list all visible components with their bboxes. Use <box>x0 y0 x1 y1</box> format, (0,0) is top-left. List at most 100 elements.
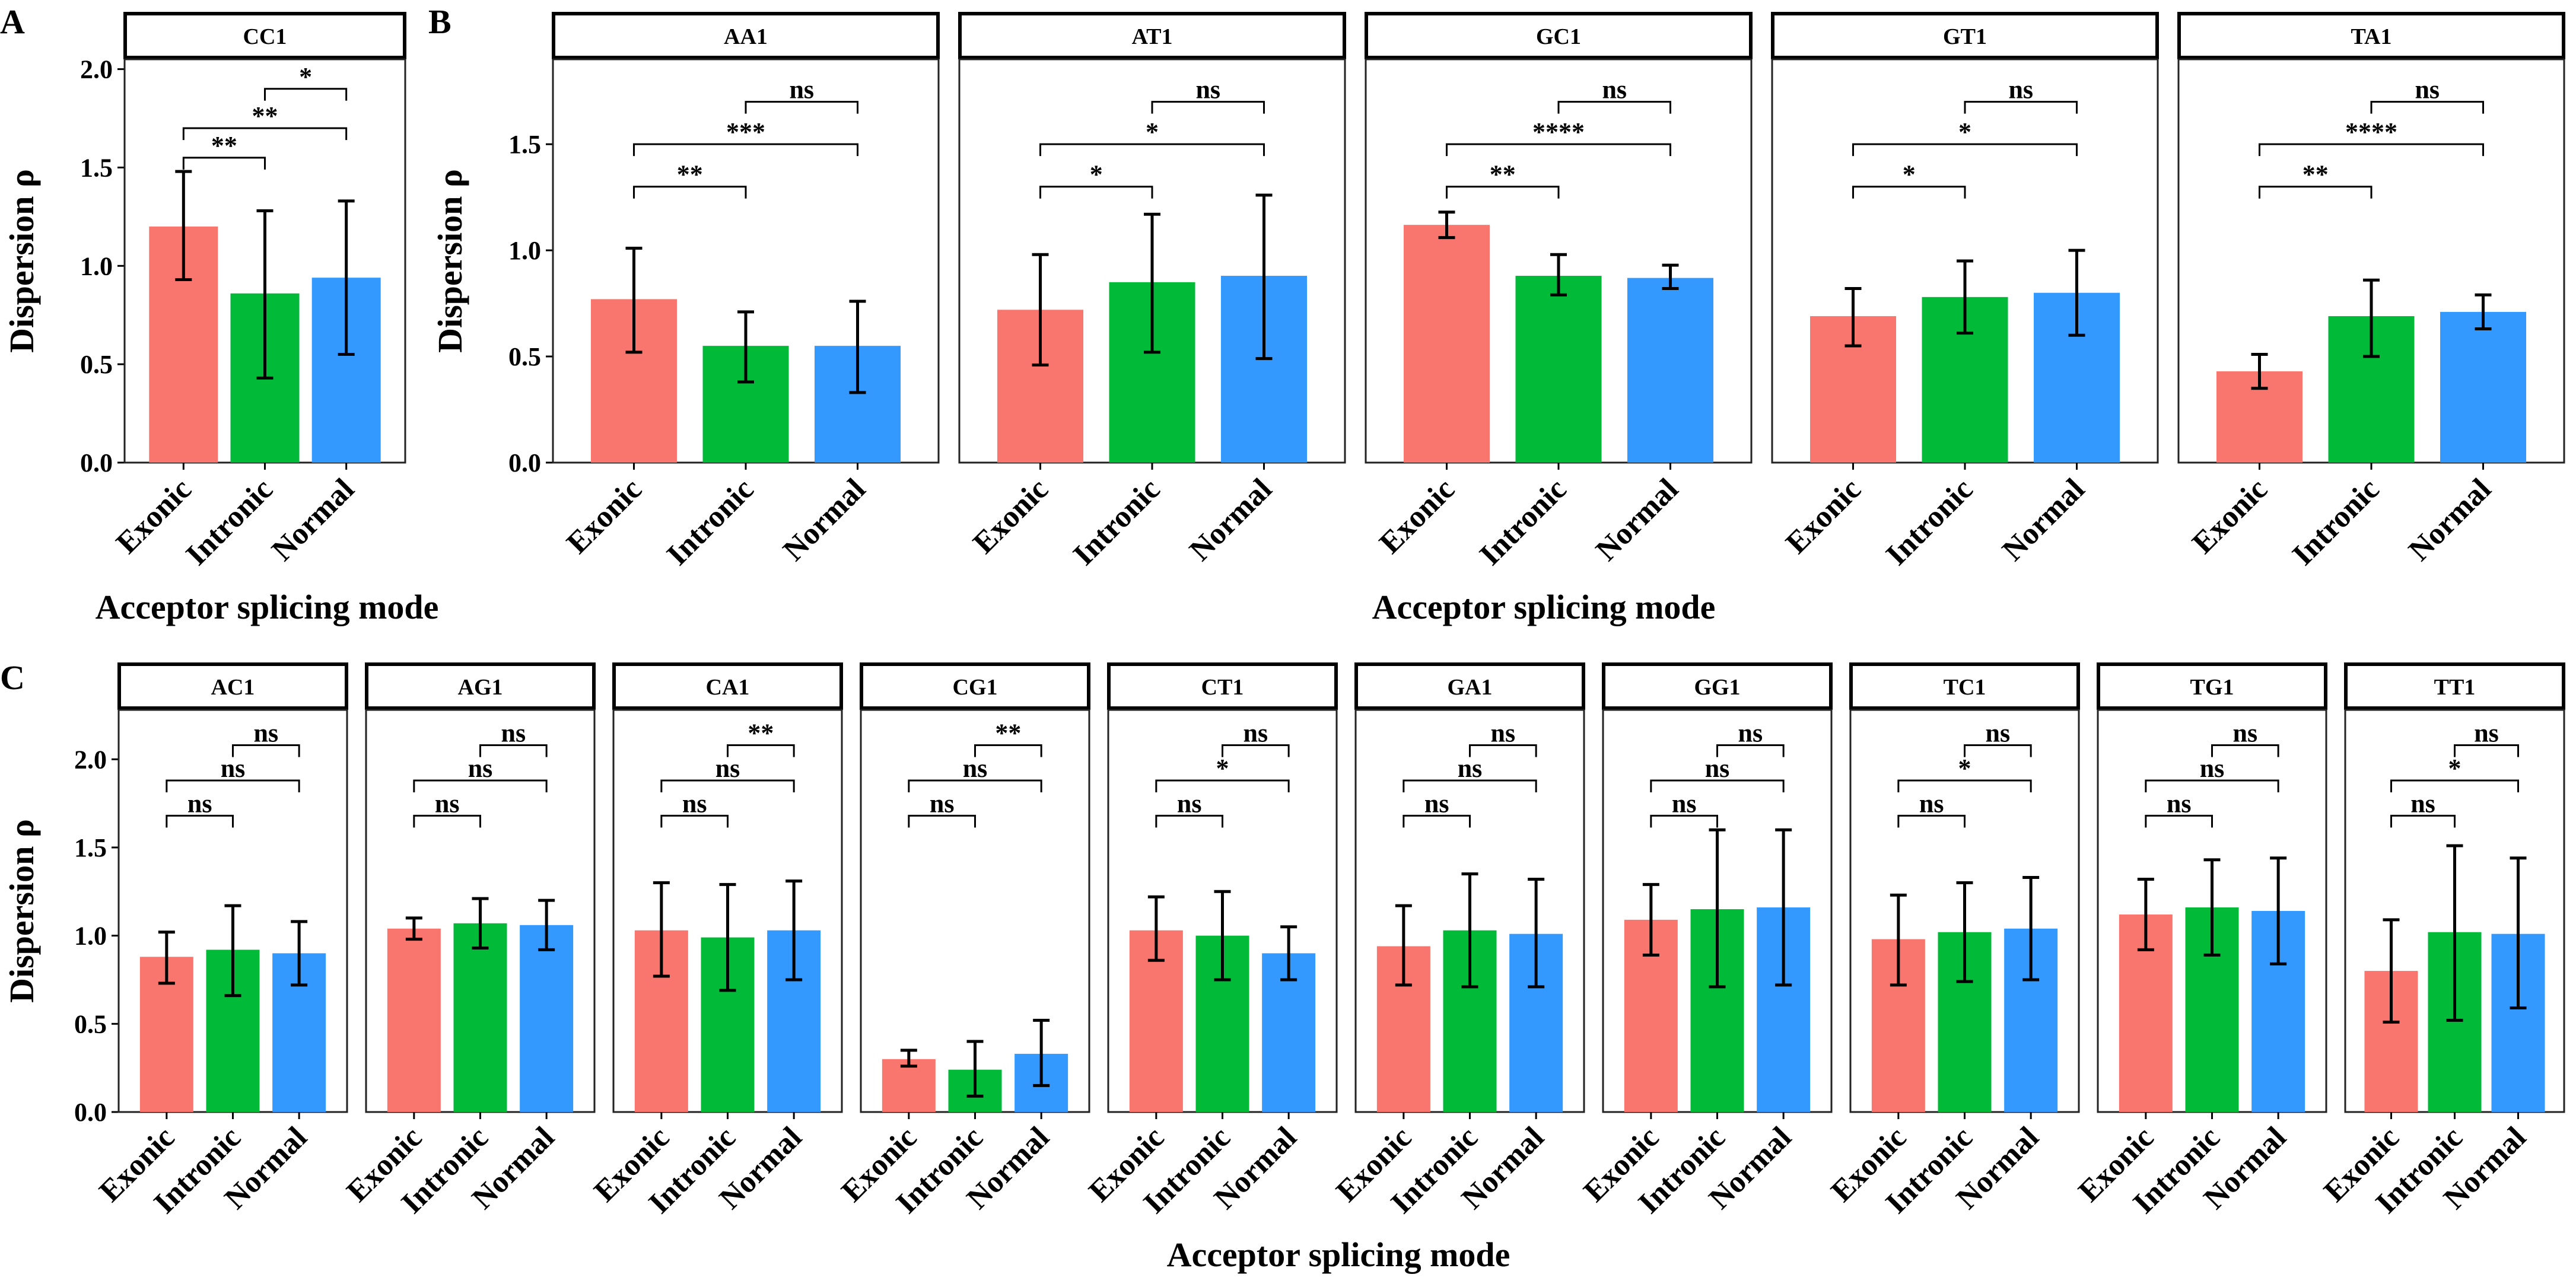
facet-strip <box>552 12 940 59</box>
significance-bracket <box>1852 143 2078 157</box>
x-tick-label: Intronic <box>2286 472 2386 572</box>
error-bar <box>472 897 489 950</box>
significance-label: ns <box>1672 789 1697 818</box>
facet-strip <box>1849 662 2080 710</box>
significance-label: ns <box>254 718 279 747</box>
facet-strip-label: TC1 <box>1944 675 1986 700</box>
error-bar <box>1147 895 1165 962</box>
error-bar <box>2022 876 2040 982</box>
error-bar <box>1144 212 1160 354</box>
facet-strip-label: CG1 <box>953 675 998 700</box>
significance-bracket <box>660 779 795 792</box>
significance-label: ns <box>1177 789 1202 818</box>
y-tick-label: 1.5 <box>508 130 541 159</box>
facet-strip-label: AA1 <box>724 24 768 49</box>
significance-label: ns <box>2415 75 2440 104</box>
significance-label: ns <box>501 718 526 747</box>
y-tick-label: 1.0 <box>74 922 107 951</box>
significance-bracket <box>2145 814 2213 828</box>
facet-strip-label: CA1 <box>706 675 750 700</box>
facet-strip-label: AG1 <box>458 675 503 700</box>
facet-strip <box>1365 12 1753 59</box>
significance-bracket <box>974 744 1042 757</box>
y-axis-title: Dispersion ρ <box>2 169 41 353</box>
facet-strip-label: GA1 <box>1448 675 1493 700</box>
x-tick-label: Exonic <box>1779 472 1868 560</box>
panel-C: C 0.0 0.5 1.0 1.5 2.0 Dispersion ρ Acceptor spl… <box>0 658 2565 1274</box>
significance-label: ** <box>211 131 237 160</box>
significance-label: * <box>1903 160 1916 189</box>
x-tick-label: Intronic <box>660 472 760 572</box>
error-bar <box>2363 278 2380 358</box>
facet-strip <box>1771 12 2159 59</box>
significance-label: ns <box>1244 718 1268 747</box>
x-axis-title: Acceptor splicing mode <box>1167 1235 1510 1274</box>
facet-strip-label: GT1 <box>1943 24 1987 49</box>
facet-strip <box>123 12 406 59</box>
facet-strip-label: GC1 <box>1536 24 1581 49</box>
facet-strip <box>365 662 596 710</box>
significance-bracket <box>1403 814 1471 828</box>
error-bar <box>2270 856 2287 966</box>
panel-letter: A <box>0 2 25 41</box>
facet-strip <box>612 662 843 710</box>
significance-bracket <box>1557 101 1671 114</box>
y-tick-label: 0.5 <box>74 1009 107 1038</box>
error-bar <box>2475 293 2492 331</box>
facet-strip-label: TT1 <box>2434 675 2476 700</box>
significance-bracket <box>182 127 348 141</box>
facet-strip-label: AC1 <box>211 675 255 700</box>
significance-label: * <box>1958 117 1971 146</box>
error-bar <box>2137 877 2154 951</box>
error-bar <box>256 209 273 380</box>
error-bar <box>1775 828 1792 987</box>
significance-label: ns <box>1491 718 1516 747</box>
error-bar <box>1280 925 1297 982</box>
significance-label: ** <box>252 101 278 130</box>
x-tick-label: Intronic <box>1473 472 1573 572</box>
significance-bracket <box>264 88 348 101</box>
error-bar <box>2203 858 2221 957</box>
error-bar <box>1395 904 1412 987</box>
error-bar <box>849 300 866 394</box>
y-axis-title: Dispersion ρ <box>431 169 469 353</box>
facet-AT1: AT1 Exonic Intronic Normal * * ns <box>958 12 1346 572</box>
x-axis-title: Acceptor splicing mode <box>1372 588 1716 626</box>
significance-label: **** <box>1532 117 1585 146</box>
error-bar <box>291 920 308 987</box>
bar-exonic <box>387 928 441 1112</box>
x-tick-label: Exonic <box>966 472 1055 560</box>
y-tick-label: 0.0 <box>74 1098 107 1127</box>
significance-label: ** <box>748 718 774 747</box>
error-bar <box>1550 253 1567 297</box>
error-bar <box>625 247 643 354</box>
significance-label: * <box>1216 754 1229 783</box>
error-bar <box>1255 193 1273 361</box>
error-bar <box>785 879 803 982</box>
significance-bracket <box>1964 744 2032 757</box>
x-tick-label: Exonic <box>560 472 648 560</box>
error-bar <box>405 916 422 941</box>
x-tick-label: Exonic <box>1373 472 1461 560</box>
significance-label: * <box>1958 754 1971 783</box>
significance-label: ns <box>1195 75 1220 104</box>
significance-bracket <box>2370 101 2484 114</box>
significance-bracket <box>182 157 266 170</box>
significance-bracket <box>1155 814 1223 828</box>
x-tick-label: Intronic <box>1879 472 1979 572</box>
error-bar <box>1642 882 1659 957</box>
significance-label: *** <box>726 117 765 146</box>
panel-letter: B <box>428 2 451 41</box>
significance-label: * <box>2448 754 2461 783</box>
significance-bracket <box>2454 744 2520 757</box>
y-tick-label: 1.5 <box>80 153 113 182</box>
significance-label: ns <box>1919 789 1944 818</box>
y-tick-label: 0.5 <box>508 342 541 371</box>
x-tick-label: Normal <box>777 472 872 568</box>
bar-normal <box>1627 278 1713 463</box>
y-tick-label: 2.0 <box>80 55 113 84</box>
